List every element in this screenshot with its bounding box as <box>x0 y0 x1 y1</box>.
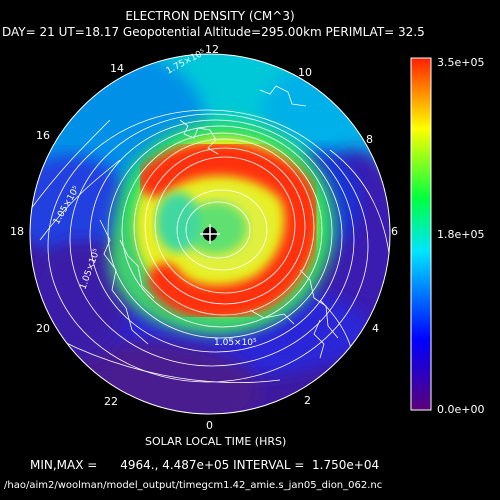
hour-label-22: 22 <box>104 395 118 408</box>
x-axis-label: SOLAR LOCAL TIME (HRS) <box>145 435 287 448</box>
contour-label-lower: 1.05×10⁵ <box>214 338 257 348</box>
hour-label-14: 14 <box>110 62 124 75</box>
file-path: /hao/aim2/woolman/model_output/timegcm1.… <box>4 480 383 491</box>
hour-label-0: 0 <box>206 419 213 432</box>
plot-title: ELECTRON DENSITY (CM^3) <box>125 9 295 23</box>
map-boundary <box>29 53 391 415</box>
pole-marker <box>200 224 220 244</box>
colorbar-min-label: 0.0e+00 <box>437 403 485 416</box>
hour-label-4: 4 <box>372 322 379 335</box>
density-field <box>30 54 390 414</box>
plot-subtitle: DAY= 21 UT=18.17 Geopotential Altitude=2… <box>2 25 425 39</box>
hour-label-6: 6 <box>391 225 398 238</box>
contour-lines <box>30 85 390 391</box>
hour-label-12: 12 <box>205 43 219 56</box>
colorbar-max-label: 3.5e+05 <box>437 56 485 69</box>
hour-label-2: 2 <box>304 394 311 407</box>
minmax-line: MIN,MAX = 4964., 4.487e+05 INTERVAL = 1.… <box>30 458 380 472</box>
hour-label-20: 20 <box>36 322 50 335</box>
colorbar <box>410 57 432 411</box>
hour-label-18: 18 <box>10 225 24 238</box>
hour-label-10: 10 <box>298 66 312 79</box>
hour-label-8: 8 <box>366 133 373 146</box>
hour-label-16: 16 <box>36 129 50 142</box>
colorbar-mid-label: 1.8e+05 <box>437 228 485 241</box>
